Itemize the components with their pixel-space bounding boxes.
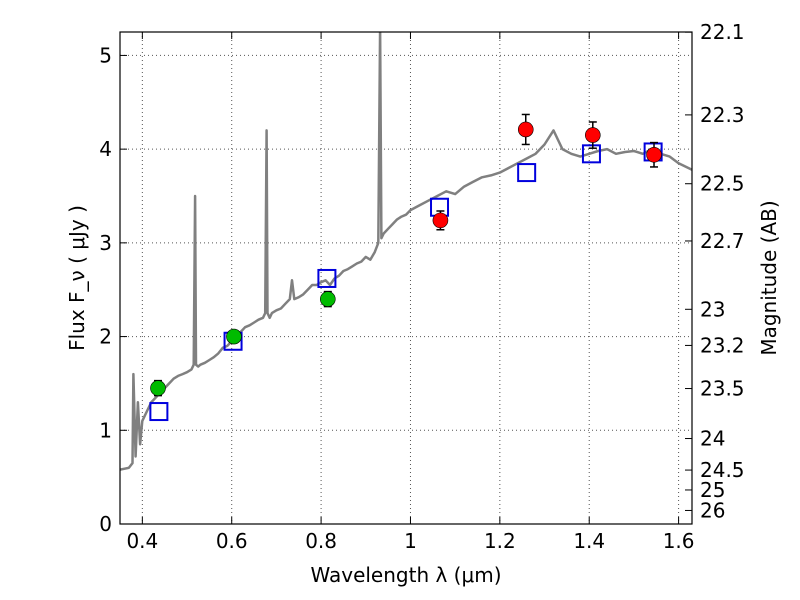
y-tick-label: 0 [99,512,112,536]
right-tick-label: 23.5 [700,377,745,401]
x-tick-label: 1.4 [573,529,605,553]
right-axis-label: Magnitude (AB) [757,200,781,355]
nir-photometry-point [432,212,449,229]
x-tick-label: 1.2 [484,529,516,553]
x-tick-label: 0.4 [126,529,158,553]
nir-photometry-point [584,127,601,143]
right-tick-label: 25 [700,478,725,502]
plot-frame [119,31,693,525]
model-photometry-square [517,163,537,183]
y-axis-label: Flux F_ν ( μJy ) [65,205,89,351]
y-tick-label: 2 [99,325,112,349]
optical-photometry-point [319,291,336,307]
model-photometry-square [581,144,601,164]
right-tick-label: 22.5 [700,172,745,196]
nir-photometry-point [517,121,534,138]
x-tick-label: 1.6 [663,529,695,553]
optical-photometry-point [150,380,166,396]
optical-photometry-point [226,328,242,345]
right-tick-label: 24 [700,427,725,451]
right-tick-label: 23 [700,297,725,321]
right-tick-label: 22.1 [700,20,745,44]
right-tick-label: 23.2 [700,333,745,357]
grid-lines [120,32,692,525]
model-photometry-square [317,268,337,288]
x-axis-label: Wavelength λ (μm) [310,563,501,587]
y-tick-label: 5 [99,43,112,67]
nir-photometry-point [646,146,662,163]
plot-area [120,32,692,471]
x-tick-label: 0.6 [216,529,248,553]
right-tick-label: 22.7 [700,229,745,253]
y-tick-label: 4 [99,137,112,161]
right-tick-label: 24.5 [700,458,745,482]
right-tick-label: 22.3 [700,103,745,127]
model-photometry-square [149,402,169,422]
y-tick-label: 3 [99,231,112,255]
x-tick-label: 1 [404,529,417,553]
x-tick-label: 0.8 [305,529,337,553]
y-tick-label: 1 [99,418,112,442]
right-tick-label: 26 [700,498,725,522]
axes: 0.4 0.6 0.8 1 1.2 1.4 1.601234522.122.322.522.… [99,20,744,553]
model-spectrum-line [120,32,692,471]
